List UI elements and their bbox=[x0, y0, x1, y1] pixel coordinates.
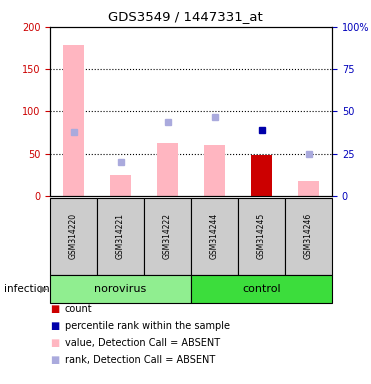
FancyBboxPatch shape bbox=[50, 198, 97, 275]
FancyBboxPatch shape bbox=[191, 198, 238, 275]
Text: GSM314220: GSM314220 bbox=[69, 213, 78, 259]
FancyBboxPatch shape bbox=[97, 198, 144, 275]
Bar bbox=[110, 175, 131, 196]
Bar bbox=[298, 180, 319, 196]
Text: infection: infection bbox=[4, 284, 49, 294]
Text: GSM314245: GSM314245 bbox=[257, 213, 266, 259]
Text: norovirus: norovirus bbox=[95, 284, 147, 294]
FancyBboxPatch shape bbox=[144, 198, 191, 275]
Text: GSM314244: GSM314244 bbox=[210, 213, 219, 259]
Bar bbox=[157, 142, 178, 196]
Text: ■: ■ bbox=[50, 355, 59, 365]
FancyBboxPatch shape bbox=[50, 275, 191, 303]
Bar bbox=[251, 155, 272, 196]
FancyBboxPatch shape bbox=[238, 198, 285, 275]
FancyBboxPatch shape bbox=[285, 198, 332, 275]
Bar bbox=[204, 145, 225, 196]
Text: GDS3549 / 1447331_at: GDS3549 / 1447331_at bbox=[108, 10, 263, 23]
Text: value, Detection Call = ABSENT: value, Detection Call = ABSENT bbox=[65, 338, 220, 348]
Text: GSM314221: GSM314221 bbox=[116, 213, 125, 259]
Bar bbox=[63, 45, 84, 196]
Text: control: control bbox=[242, 284, 281, 294]
Bar bbox=[251, 155, 272, 196]
Text: GSM314246: GSM314246 bbox=[304, 213, 313, 259]
Text: ■: ■ bbox=[50, 338, 59, 348]
Text: ■: ■ bbox=[50, 321, 59, 331]
Text: percentile rank within the sample: percentile rank within the sample bbox=[65, 321, 230, 331]
Text: rank, Detection Call = ABSENT: rank, Detection Call = ABSENT bbox=[65, 355, 215, 365]
Text: count: count bbox=[65, 304, 92, 314]
Text: ▶: ▶ bbox=[40, 284, 47, 294]
Text: ■: ■ bbox=[50, 304, 59, 314]
Text: GSM314222: GSM314222 bbox=[163, 213, 172, 259]
FancyBboxPatch shape bbox=[191, 275, 332, 303]
